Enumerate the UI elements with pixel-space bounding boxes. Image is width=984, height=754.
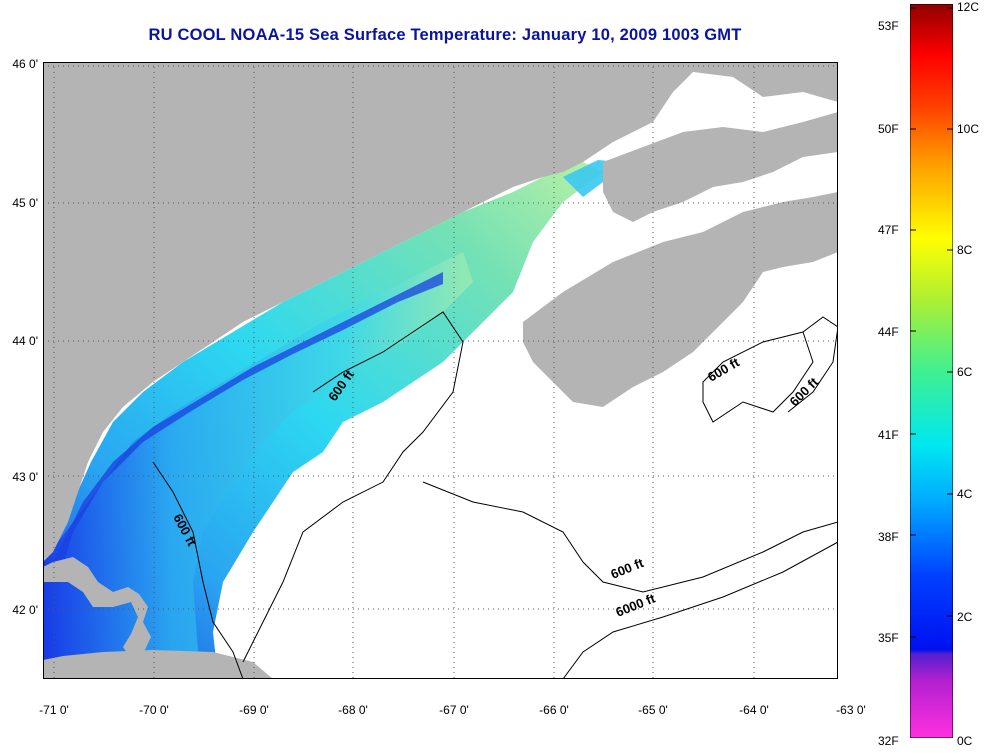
contour-600-gom [152, 461, 244, 679]
cb-c-8: 8C [957, 243, 973, 257]
land-islands [43, 650, 273, 679]
cb-f-38: 38F [878, 530, 899, 544]
cb-c-0: 0C [957, 734, 973, 748]
contour-600-mid [242, 311, 464, 663]
sst-map: 600 ft 600 ft 600 ft 600 ft 600 ft 6000 … [43, 62, 838, 679]
lat-label-46: 46 0' [12, 57, 38, 71]
cb-f-41: 41F [878, 428, 899, 442]
contour-600-ne-2 [787, 316, 838, 413]
lon-label-67: -67 0' [439, 703, 469, 717]
cb-f-32: 32F [878, 734, 899, 748]
lon-label-69: -69 0' [239, 703, 269, 717]
contour-6000 [562, 541, 838, 679]
land-massachusetts [43, 557, 151, 662]
cb-f-50: 50F [878, 122, 899, 136]
contour-600-ne-1 [702, 331, 814, 423]
lat-label-45: 45 0' [12, 196, 38, 210]
lon-label-65: -65 0' [638, 703, 668, 717]
cb-f-44: 44F [878, 325, 899, 339]
lat-label-42: 42 0' [12, 603, 38, 617]
depth-contours [152, 311, 838, 679]
lon-label-68: -68 0' [338, 703, 368, 717]
map-title: RU COOL NOAA-15 Sea Surface Temperature:… [148, 26, 742, 44]
land-ns-north [603, 112, 838, 222]
lon-label-66: -66 0' [539, 703, 569, 717]
plot-frame [43, 62, 838, 679]
contour-600-outer [422, 481, 838, 593]
lon-label-63: -63 0' [836, 703, 866, 717]
lat-label-44: 44 0' [12, 334, 38, 348]
cb-c-6: 6C [957, 365, 973, 379]
land-nova-scotia [523, 192, 838, 407]
colorbar [910, 4, 953, 738]
cb-f-53: 53F [878, 19, 899, 33]
cb-c-12: 12C [957, 0, 980, 14]
cb-c-10: 10C [957, 122, 980, 136]
sst-inner [43, 252, 473, 679]
lon-label-64: -64 0' [739, 703, 769, 717]
lon-label-71: -71 0' [39, 703, 69, 717]
cb-c-4: 4C [957, 487, 973, 501]
cb-f-35: 35F [878, 631, 899, 645]
cb-f-47: 47F [878, 223, 899, 237]
lat-label-43: 43 0' [12, 470, 38, 484]
cb-c-2: 2C [957, 610, 973, 624]
lon-label-70: -70 0' [139, 703, 169, 717]
land-maine [43, 62, 838, 562]
